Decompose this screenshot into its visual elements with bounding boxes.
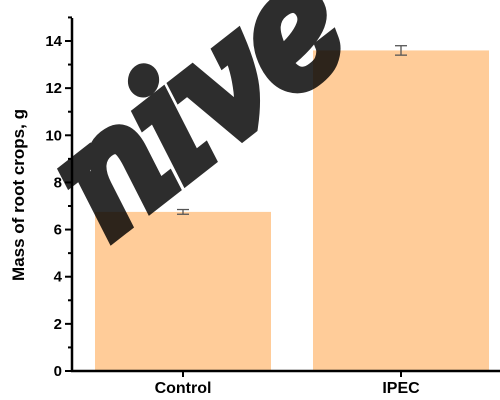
bars-group [95, 50, 489, 372]
y-ticks-group: 0 2 4 6 8 10 12 14 [45, 16, 72, 380]
y-tick-label: 12 [45, 80, 62, 97]
x-tick-label: Control [155, 380, 212, 397]
y-tick-label: 6 [54, 222, 62, 239]
y-tick-label: 2 [54, 316, 62, 333]
x-labels-group: Control IPEC [155, 371, 420, 397]
y-axis-label: Mass of root crops, g [9, 109, 28, 281]
y-tick-label: 8 [54, 174, 62, 191]
bar [313, 50, 489, 372]
x-tick-label: IPEC [382, 380, 420, 397]
y-tick-label: 10 [45, 127, 62, 144]
error-bars-group [177, 45, 407, 215]
y-tick-label: 4 [54, 269, 63, 286]
axes-group [70, 18, 500, 373]
bar [95, 211, 271, 371]
y-tick-label: 14 [45, 33, 62, 50]
y-tick-label: 0 [54, 363, 62, 380]
